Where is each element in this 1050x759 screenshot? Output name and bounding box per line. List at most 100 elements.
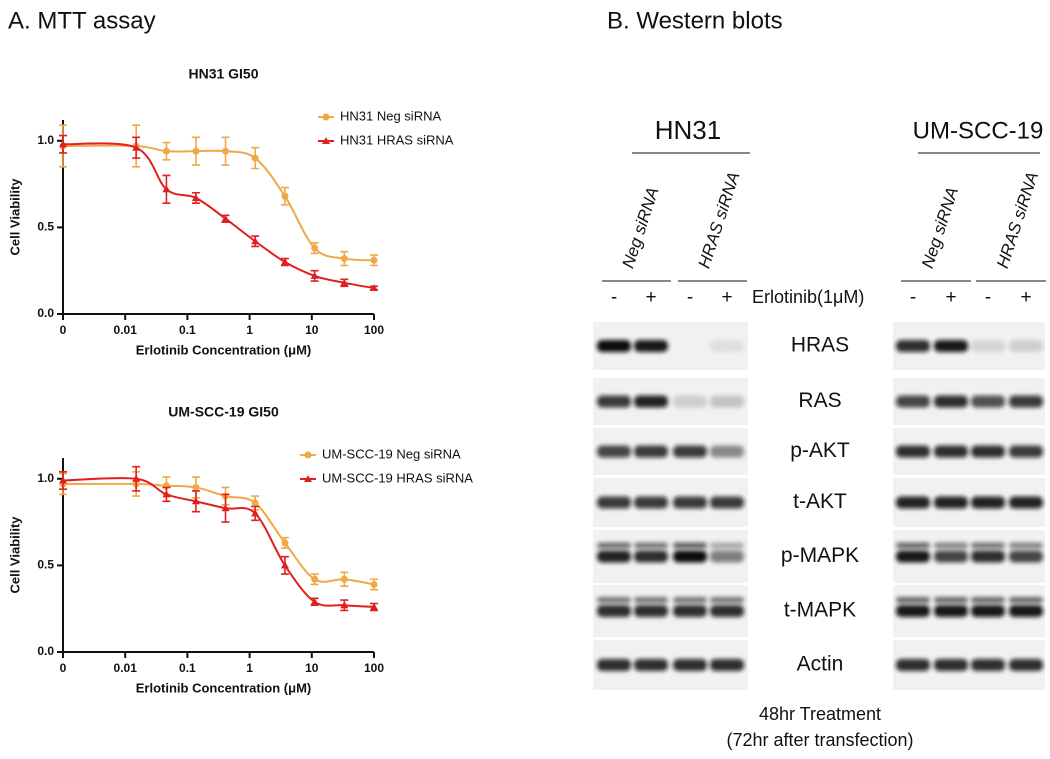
treatment-sign: - — [985, 287, 991, 308]
data-point — [370, 256, 378, 264]
blot-band — [896, 542, 930, 549]
blot-band — [896, 550, 930, 563]
chart-title: HN31 GI50 — [188, 66, 258, 82]
blot-band — [971, 550, 1005, 563]
data-point — [280, 258, 289, 266]
blot-band — [934, 597, 968, 603]
blot-band — [1009, 659, 1043, 671]
x-tick-label: 1 — [246, 661, 253, 675]
blot-band — [896, 605, 930, 617]
y-tick-label: 0.5 — [37, 220, 54, 234]
data-point — [310, 597, 319, 605]
legend-label: HN31 Neg siRNA — [340, 108, 441, 123]
data-point — [162, 185, 171, 193]
group-label: HRAS siRNA — [993, 170, 1042, 271]
series-line — [62, 142, 375, 290]
data-point — [281, 192, 289, 200]
y-tick-label: 0.0 — [37, 644, 54, 658]
blot-band — [710, 605, 744, 617]
treatment-sign: + — [721, 287, 732, 308]
data-point — [132, 143, 141, 151]
x-tick-label: 100 — [364, 661, 384, 675]
blot-band — [896, 597, 930, 603]
blot-band — [673, 597, 707, 603]
data-point — [162, 490, 171, 498]
x-tick-label: 1 — [246, 323, 253, 337]
x-tick-label: 0.1 — [179, 661, 196, 675]
cell-line-label: HN31 — [655, 115, 721, 145]
blot-band — [673, 542, 707, 549]
series-line — [62, 482, 375, 586]
y-axis-label: Cell Viability — [7, 516, 22, 594]
x-tick-label: 10 — [305, 661, 319, 675]
data-point — [251, 237, 260, 245]
blot-band — [1009, 605, 1043, 617]
blot-band — [634, 550, 668, 563]
blot-band — [634, 496, 668, 509]
blot-band — [971, 445, 1005, 458]
blot-band — [710, 340, 744, 352]
blot-band — [896, 445, 930, 458]
blot-band — [1009, 496, 1043, 509]
data-point — [311, 244, 319, 252]
blot-band — [597, 605, 631, 617]
data-point — [340, 575, 348, 583]
data-point — [59, 140, 67, 148]
blot-band — [896, 496, 930, 509]
data-point — [221, 504, 230, 512]
treatment-sign: - — [910, 287, 916, 308]
x-axis-label: Erlotinib Concentration (μM) — [136, 680, 312, 695]
blot-band — [971, 542, 1005, 549]
treatment-sign: + — [945, 287, 956, 308]
blot-band — [597, 496, 631, 509]
blot-band — [597, 659, 631, 671]
blot-band — [934, 550, 968, 563]
blot-band — [710, 597, 744, 603]
chart-title: UM-SCC-19 GI50 — [168, 404, 279, 420]
x-tick-label: 0.01 — [114, 661, 138, 675]
blot-band — [1009, 597, 1043, 603]
legend-marker — [322, 137, 330, 144]
blot-band — [634, 340, 668, 352]
blot-band — [634, 659, 668, 671]
blot-band — [971, 340, 1005, 352]
data-point — [340, 255, 348, 263]
treatment-sign: - — [611, 287, 617, 308]
protein-label: p-AKT — [790, 439, 850, 462]
legend-marker — [304, 475, 312, 482]
group-label: HRAS siRNA — [694, 170, 743, 271]
blot-band — [971, 496, 1005, 509]
y-tick-label: 1.0 — [37, 133, 54, 147]
protein-label: RAS — [798, 389, 841, 412]
footer-line: 48hr Treatment — [759, 704, 881, 724]
blot-band — [634, 395, 668, 408]
blot-band — [710, 542, 744, 549]
legend-label: UM-SCC-19 HRAS siRNA — [322, 470, 473, 485]
blot-band — [710, 496, 744, 509]
treatment-sign: + — [645, 287, 656, 308]
data-point — [370, 284, 378, 292]
data-point — [221, 214, 230, 222]
series-line — [62, 144, 375, 262]
blot-band — [673, 496, 707, 509]
protein-label: p-MAPK — [781, 544, 859, 567]
x-axis-label: Erlotinib Concentration (μM) — [136, 342, 312, 357]
protein-label: Actin — [797, 653, 844, 676]
blot-band — [597, 445, 631, 458]
blot-band — [710, 395, 744, 408]
blot-band — [934, 542, 968, 549]
x-tick-label: 0.1 — [179, 323, 196, 337]
blot-band — [896, 659, 930, 671]
data-point — [370, 580, 378, 588]
blot-band — [896, 395, 930, 408]
legend-marker — [304, 451, 312, 459]
blot-band — [710, 550, 744, 563]
data-point — [340, 278, 349, 286]
data-point — [222, 147, 230, 155]
x-tick-label: 0 — [60, 661, 67, 675]
y-axis-label: Cell Viability — [7, 178, 22, 256]
data-point — [251, 154, 259, 162]
treatment-label: Erlotinib(1μM) — [752, 287, 864, 307]
y-tick-label: 0.5 — [37, 558, 54, 572]
